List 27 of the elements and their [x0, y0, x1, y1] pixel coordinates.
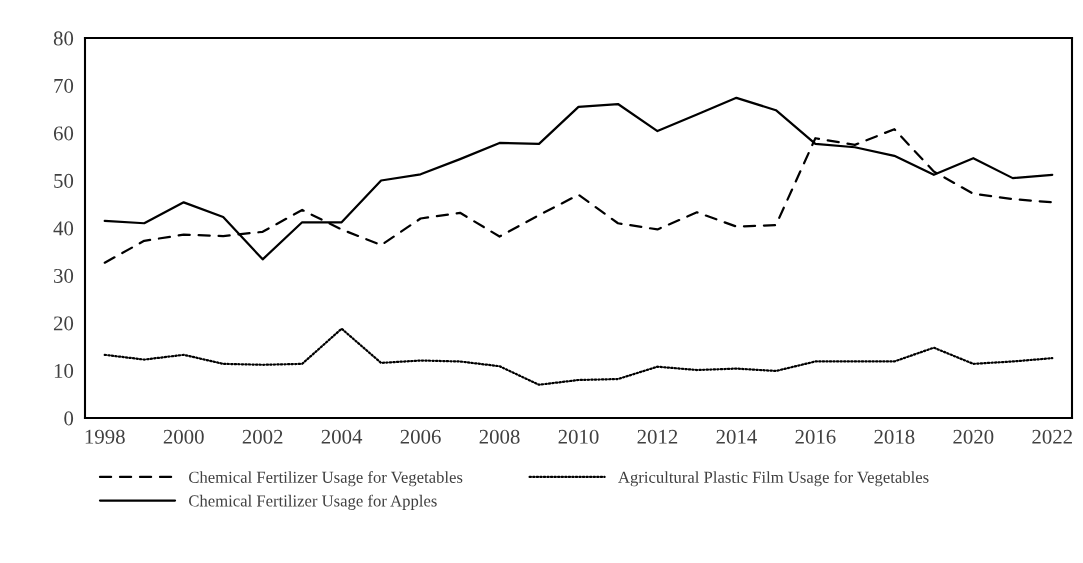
legend-label: Chemical Fertilizer Usage for Apples: [189, 494, 437, 510]
x-tick-label: 2012: [637, 429, 678, 444]
y-tick-label: 30: [54, 268, 74, 283]
y-tick-label: 70: [54, 78, 74, 93]
legend-label: Agricultural Plastic Film Usage for Vegetables: [618, 471, 929, 487]
x-tick-label: 2008: [479, 429, 520, 444]
x-tick-label: 2002: [242, 429, 283, 444]
line-series: [103, 327, 1054, 386]
x-tick-label: 2018: [874, 429, 915, 444]
y-tick-label: 0: [64, 411, 74, 426]
y-tick-label: 60: [53, 126, 74, 141]
y-tick-label: 80: [53, 31, 74, 46]
legend-label: Chemical Fertilizer Usage for Vegetables: [189, 471, 463, 487]
x-tick-label: 2022: [1032, 429, 1072, 444]
y-tick-label: 40: [53, 221, 74, 236]
x-tick-label: 2016: [795, 429, 836, 444]
y-tick-label: 10: [54, 363, 74, 378]
x-tick-label: 1998: [85, 429, 125, 444]
y-tick-label: 20: [53, 316, 74, 331]
y-tick-label: 50: [54, 173, 74, 188]
x-tick-label: 2010: [558, 429, 599, 444]
line-series: [103, 96, 1054, 261]
x-tick-label: 2006: [400, 429, 441, 444]
x-tick-label: 2020: [953, 429, 994, 444]
x-tick-label: 2000: [163, 429, 204, 444]
x-tick-label: 2004: [321, 429, 363, 444]
x-tick-label: 2014: [716, 429, 757, 444]
